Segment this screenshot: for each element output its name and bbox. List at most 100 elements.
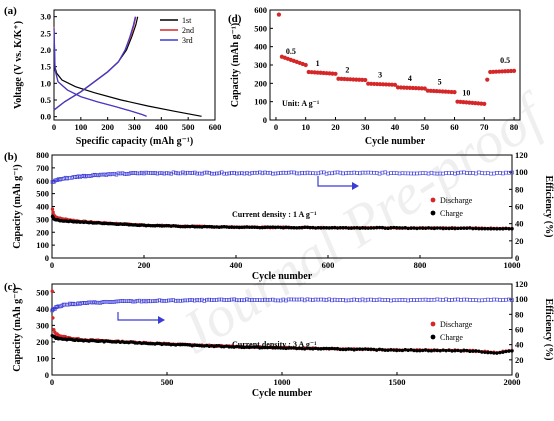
- efficiency-point: [250, 298, 254, 302]
- x-tick-label: 2000: [504, 377, 521, 387]
- efficiency-point: [148, 299, 153, 304]
- efficiency-point: [294, 171, 299, 176]
- rate-label: 10: [462, 88, 470, 97]
- efficiency-point: [210, 171, 214, 176]
- data-point: [336, 76, 341, 81]
- data-point: [306, 69, 311, 75]
- efficiency-point: [501, 171, 505, 176]
- efficiency-point: [232, 297, 236, 302]
- efficiency-point: [207, 297, 212, 302]
- data-point: [505, 69, 511, 74]
- efficiency-point: [171, 298, 176, 302]
- charge-point: [459, 349, 463, 353]
- data-point: [348, 77, 353, 82]
- charge-point: [495, 351, 499, 355]
- charge-point: [250, 345, 254, 349]
- charge-point: [360, 226, 365, 230]
- charge-point: [453, 348, 457, 353]
- charge-point: [316, 226, 321, 230]
- y-tick-label: 600: [254, 5, 267, 15]
- data-point: [500, 69, 505, 74]
- charge-point: [471, 226, 475, 231]
- efficiency-arrow: [317, 176, 352, 187]
- efficiency-point: [504, 170, 508, 175]
- efficiency-point: [450, 298, 454, 302]
- efficiency-point: [100, 172, 105, 177]
- efficiency-point: [260, 171, 265, 176]
- data-point: [333, 71, 338, 76]
- data-point: [345, 77, 350, 82]
- efficiency-point: [212, 171, 217, 176]
- y-tick-label: 0.5: [40, 95, 51, 105]
- charge-point: [372, 347, 376, 352]
- x-axis-title: Cycle number: [252, 271, 313, 282]
- y-axis-title: Capacity (mAh g⁻¹): [230, 23, 241, 107]
- x-tick-label: 0: [50, 377, 54, 387]
- efficiency-point: [409, 298, 413, 302]
- x-tick-label: 50: [421, 122, 430, 132]
- efficiency-point: [176, 171, 180, 176]
- series-3rd-charge-line: [53, 16, 136, 111]
- efficiency-point: [178, 171, 183, 176]
- efficiency-point: [137, 298, 142, 303]
- legend-charge-marker: [430, 334, 436, 340]
- data-point: [410, 85, 415, 91]
- efficiency-point: [462, 297, 466, 302]
- efficiency-point: [237, 298, 241, 303]
- efficiency-point: [118, 299, 123, 303]
- efficiency-point: [447, 298, 451, 302]
- panel-c: 0 500 1000 1500 2000010020030040050002040608…: [4, 279, 554, 399]
- efficiency-point: [281, 170, 286, 175]
- data-point: [425, 88, 430, 93]
- y-axis-title: Capacity (mAh g⁻¹): [12, 164, 23, 248]
- efficiency-point: [268, 297, 272, 302]
- efficiency-point: [281, 297, 286, 302]
- legend-charge-label: Charge: [440, 209, 463, 218]
- data-point: [351, 77, 356, 82]
- y-tick-label: 700: [36, 163, 49, 173]
- x-axis-title: Cycle number: [252, 388, 313, 399]
- charge-point: [308, 225, 312, 230]
- charge-point: [363, 347, 368, 351]
- series-1st-charge-line: [53, 16, 139, 111]
- charge-point: [245, 345, 249, 349]
- efficiency-point: [284, 171, 288, 175]
- charge-point: [377, 347, 382, 352]
- charge-point: [507, 227, 511, 231]
- efficiency-point: [397, 298, 402, 302]
- y-tick-label: 500: [36, 287, 49, 297]
- legend-label: 2nd: [182, 26, 194, 35]
- charge-point: [406, 348, 410, 352]
- charge-point: [394, 226, 399, 230]
- charge-point: [389, 226, 393, 230]
- efficiency-point: [144, 170, 149, 175]
- y-tick-label: 200: [254, 78, 267, 88]
- efficiency-point: [100, 300, 104, 305]
- efficiency-point: [106, 172, 111, 176]
- charge-point: [480, 227, 484, 231]
- charge-point: [369, 226, 373, 230]
- data-point: [276, 12, 282, 17]
- charge-point: [480, 350, 484, 354]
- data-point: [378, 82, 383, 87]
- efficiency-point: [92, 300, 97, 304]
- charge-point: [429, 226, 434, 230]
- efficiency-point: [294, 297, 299, 302]
- efficiency-point: [444, 297, 448, 302]
- efficiency-point: [133, 299, 137, 304]
- efficiency-point: [139, 299, 144, 304]
- charge-point: [418, 349, 422, 353]
- efficiency-point: [297, 171, 302, 176]
- efficiency-point: [157, 298, 162, 303]
- charge-point: [510, 349, 514, 353]
- charge-point: [474, 349, 478, 353]
- efficiency-point: [188, 171, 192, 175]
- charge-point: [212, 225, 216, 229]
- efficiency-point: [166, 298, 171, 303]
- charge-point: [219, 344, 224, 349]
- y2-tick-label: 60: [515, 325, 524, 335]
- charge-point: [462, 348, 466, 352]
- efficiency-point: [167, 171, 171, 176]
- data-point: [357, 77, 362, 82]
- charge-point: [412, 348, 416, 353]
